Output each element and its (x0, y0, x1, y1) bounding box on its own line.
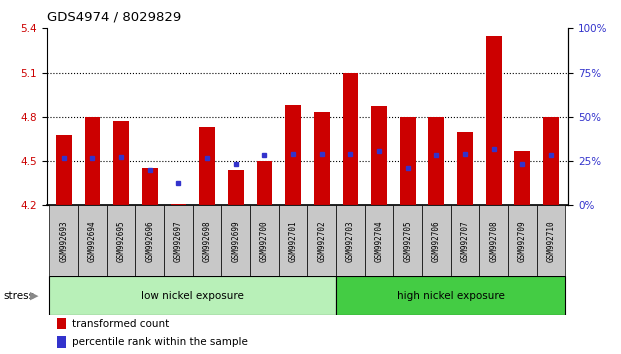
Text: ▶: ▶ (30, 291, 39, 301)
Bar (365, 205, 393, 276)
Text: GSM992710: GSM992710 (546, 220, 556, 262)
Bar (393, 205, 422, 276)
Bar (135, 205, 164, 276)
Bar (428, 117, 444, 205)
Text: GSM992708: GSM992708 (489, 220, 498, 262)
Bar (457, 132, 473, 205)
Bar (514, 151, 530, 205)
Bar (57, 336, 66, 348)
Bar (479, 205, 508, 276)
Text: high nickel exposure: high nickel exposure (397, 291, 505, 301)
Text: GDS4974 / 8029829: GDS4974 / 8029829 (47, 11, 181, 24)
Text: transformed count: transformed count (71, 319, 169, 329)
Bar (164, 205, 193, 276)
Text: GSM992703: GSM992703 (346, 220, 355, 262)
Bar (142, 169, 158, 205)
Text: GSM992707: GSM992707 (461, 220, 469, 262)
Text: GSM992705: GSM992705 (403, 220, 412, 262)
Text: GSM992696: GSM992696 (145, 220, 154, 262)
Bar (486, 36, 502, 205)
Bar (222, 205, 250, 276)
Text: GSM992702: GSM992702 (317, 220, 326, 262)
Bar (307, 205, 336, 276)
Text: GSM992695: GSM992695 (117, 220, 125, 262)
Bar (537, 205, 565, 276)
Bar (336, 205, 365, 276)
Bar (107, 205, 135, 276)
Bar (256, 161, 272, 205)
Text: GSM992699: GSM992699 (231, 220, 240, 262)
Bar (543, 117, 559, 205)
Bar (451, 205, 479, 276)
Bar (199, 127, 215, 205)
Text: GSM992698: GSM992698 (202, 220, 212, 262)
Text: GSM992694: GSM992694 (88, 220, 97, 262)
Bar (250, 205, 279, 276)
Bar (50, 205, 78, 276)
Bar (343, 73, 358, 205)
Bar (336, 276, 565, 315)
Text: GSM992706: GSM992706 (432, 220, 441, 262)
Text: low nickel exposure: low nickel exposure (142, 291, 244, 301)
Text: GSM992704: GSM992704 (374, 220, 384, 262)
Text: GSM992700: GSM992700 (260, 220, 269, 262)
Bar (285, 105, 301, 205)
Bar (314, 113, 330, 205)
Bar (113, 121, 129, 205)
Text: GSM992697: GSM992697 (174, 220, 183, 262)
Bar (279, 205, 307, 276)
Text: percentile rank within the sample: percentile rank within the sample (71, 337, 248, 347)
Bar (193, 205, 222, 276)
Text: GSM992709: GSM992709 (518, 220, 527, 262)
Bar (371, 107, 387, 205)
Bar (422, 205, 451, 276)
Bar (508, 205, 537, 276)
Bar (56, 135, 71, 205)
Text: GSM992693: GSM992693 (59, 220, 68, 262)
Bar (84, 117, 101, 205)
Text: stress: stress (3, 291, 34, 301)
Text: GSM992701: GSM992701 (289, 220, 297, 262)
Bar (400, 117, 415, 205)
Bar (78, 205, 107, 276)
Bar (228, 170, 243, 205)
Bar (50, 276, 336, 315)
Bar (57, 318, 66, 329)
Bar (171, 204, 186, 205)
